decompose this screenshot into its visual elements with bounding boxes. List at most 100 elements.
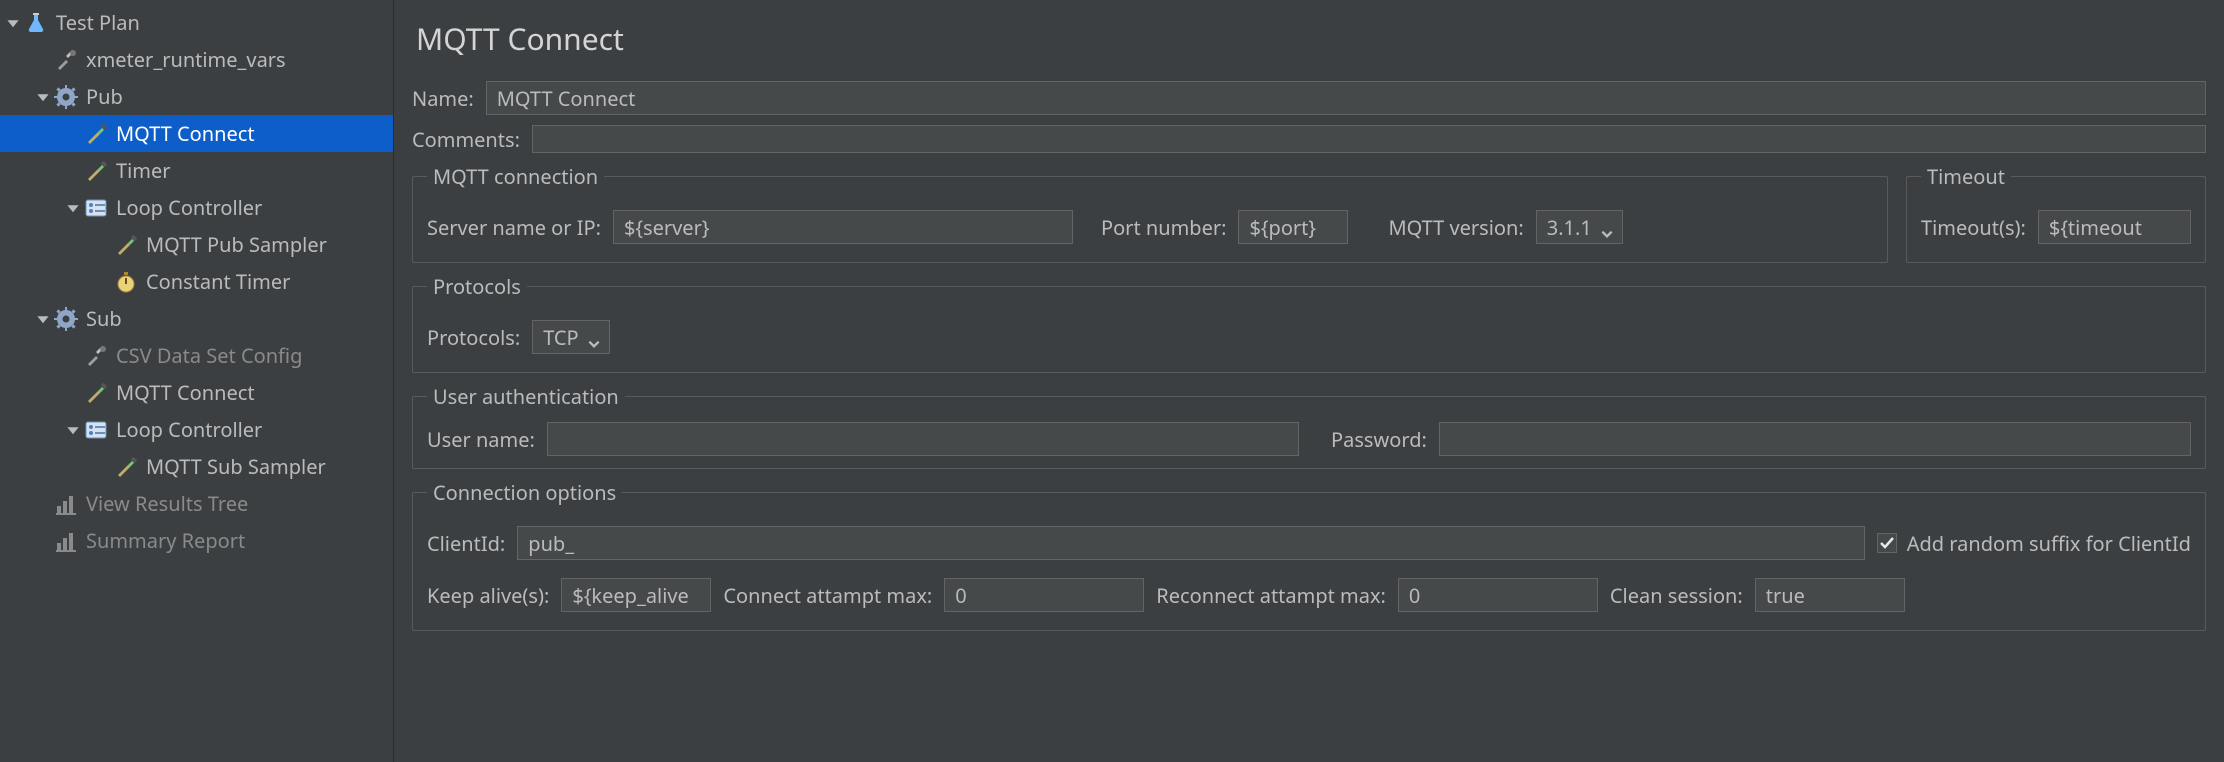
tree-item-label: Sub: [86, 300, 122, 337]
keepalive-label: Keep alive(s):: [427, 582, 549, 609]
user-input[interactable]: [547, 422, 1299, 456]
tree-toggle[interactable]: [66, 423, 80, 437]
timeout-legend: Timeout: [1921, 163, 2011, 190]
tree-toggle: [96, 460, 110, 474]
tree-item-sub-group[interactable]: Sub: [0, 300, 393, 337]
tree-item-label: xmeter_runtime_vars: [86, 41, 286, 78]
tree-item-pub-sampler[interactable]: MQTT Pub Sampler: [0, 226, 393, 263]
tree-toggle[interactable]: [66, 201, 80, 215]
chevron-down-icon: [1600, 220, 1614, 234]
tree-toggle[interactable]: [6, 16, 20, 30]
dropper-icon: [84, 122, 108, 146]
chart-icon: [54, 492, 78, 516]
tree-item-label: Loop Controller: [116, 189, 262, 226]
gear-icon: [54, 307, 78, 331]
protocols-select-value: TCP: [543, 324, 578, 351]
test-plan-tree[interactable]: Test Planxmeter_runtime_varsPubMQTT Conn…: [0, 0, 394, 762]
port-label: Port number:: [1101, 214, 1227, 241]
random-suffix-checkbox[interactable]: Add random suffix for ClientId: [1877, 530, 2191, 557]
auth-fieldset: User authentication User name: Password:: [412, 383, 2206, 469]
tree-item-mqtt-connect-2[interactable]: MQTT Connect: [0, 374, 393, 411]
password-label: Password:: [1331, 426, 1427, 453]
tree-item-label: Test Plan: [56, 4, 140, 41]
tree-toggle: [66, 349, 80, 363]
tree-item-const-timer[interactable]: Constant Timer: [0, 263, 393, 300]
tree-item-label: Timer: [116, 152, 171, 189]
version-select-value: 3.1.1: [1547, 214, 1592, 241]
auth-legend: User authentication: [427, 383, 625, 410]
connect-attempt-input[interactable]: [944, 578, 1144, 612]
tree-item-timer[interactable]: Timer: [0, 152, 393, 189]
flask-icon: [24, 11, 48, 35]
dropper-icon: [114, 455, 138, 479]
clientid-label: ClientId:: [427, 530, 505, 557]
tree-item-label: View Results Tree: [86, 485, 248, 522]
server-input[interactable]: [613, 210, 1073, 244]
port-input[interactable]: [1238, 210, 1348, 244]
dropper-icon: [84, 381, 108, 405]
mqtt-connection-fieldset: MQTT connection Server name or IP: Port …: [412, 163, 1888, 263]
tree-toggle: [36, 534, 50, 548]
dropper-icon: [84, 159, 108, 183]
tree-item-csv-config[interactable]: CSV Data Set Config: [0, 337, 393, 374]
tree-toggle: [66, 127, 80, 141]
version-select[interactable]: 3.1.1: [1536, 210, 1623, 244]
tree-item-mqtt-connect-1[interactable]: MQTT Connect: [0, 115, 393, 152]
comments-label: Comments:: [412, 126, 520, 153]
editor-panel: MQTT Connect Name: Comments: MQTT connec…: [394, 0, 2224, 762]
tools-icon: [54, 48, 78, 72]
tree-item-label: CSV Data Set Config: [116, 337, 302, 374]
user-label: User name:: [427, 426, 535, 453]
tree-item-loop-1[interactable]: Loop Controller: [0, 189, 393, 226]
reconnect-attempt-label: Reconnect attampt max:: [1156, 582, 1386, 609]
timeout-input[interactable]: [2038, 210, 2191, 244]
random-suffix-label: Add random suffix for ClientId: [1907, 530, 2191, 557]
chevron-down-icon: [587, 330, 601, 344]
reconnect-attempt-input[interactable]: [1398, 578, 1598, 612]
dropper-icon: [114, 233, 138, 257]
keepalive-input[interactable]: [561, 578, 711, 612]
tree-toggle[interactable]: [36, 90, 50, 104]
version-label: MQTT version:: [1388, 214, 1523, 241]
protocols-fieldset: Protocols Protocols: TCP: [412, 273, 2206, 373]
connect-attempt-label: Connect attampt max:: [723, 582, 932, 609]
tree-item-summary-report[interactable]: Summary Report: [0, 522, 393, 559]
tree-item-pub-group[interactable]: Pub: [0, 78, 393, 115]
gear-icon: [54, 85, 78, 109]
clean-session-label: Clean session:: [1610, 582, 1743, 609]
protocols-label: Protocols:: [427, 324, 520, 351]
tree-item-runtime-vars[interactable]: xmeter_runtime_vars: [0, 41, 393, 78]
tree-item-label: Loop Controller: [116, 411, 262, 448]
clientid-input[interactable]: [517, 526, 1864, 560]
comments-input[interactable]: [532, 125, 2206, 153]
tree-item-label: Summary Report: [86, 522, 245, 559]
tree-item-label: MQTT Connect: [116, 374, 255, 411]
chart-icon: [54, 529, 78, 553]
tree-toggle: [36, 497, 50, 511]
name-label: Name:: [412, 85, 474, 112]
tree-item-sub-sampler[interactable]: MQTT Sub Sampler: [0, 448, 393, 485]
tree-item-view-results[interactable]: View Results Tree: [0, 485, 393, 522]
tree-toggle: [96, 275, 110, 289]
name-input[interactable]: [486, 81, 2206, 115]
mqtt-connection-legend: MQTT connection: [427, 163, 604, 190]
tree-item-test-plan[interactable]: Test Plan: [0, 4, 393, 41]
checkbox-box: [1877, 533, 1897, 553]
password-input[interactable]: [1439, 422, 2191, 456]
tree-item-label: MQTT Pub Sampler: [146, 226, 327, 263]
tree-item-label: MQTT Sub Sampler: [146, 448, 326, 485]
loop-icon: [84, 196, 108, 220]
tree-item-label: Pub: [86, 78, 123, 115]
tree-toggle: [66, 164, 80, 178]
clean-session-input[interactable]: [1755, 578, 1905, 612]
tools-icon: [84, 344, 108, 368]
timeout-label: Timeout(s):: [1921, 214, 2026, 241]
loop-icon: [84, 418, 108, 442]
tree-toggle: [66, 386, 80, 400]
protocols-select[interactable]: TCP: [532, 320, 609, 354]
server-label: Server name or IP:: [427, 214, 601, 241]
stopwatch-icon: [114, 270, 138, 294]
tree-toggle[interactable]: [36, 312, 50, 326]
tree-item-loop-2[interactable]: Loop Controller: [0, 411, 393, 448]
connection-options-fieldset: Connection options ClientId: Add random …: [412, 479, 2206, 631]
